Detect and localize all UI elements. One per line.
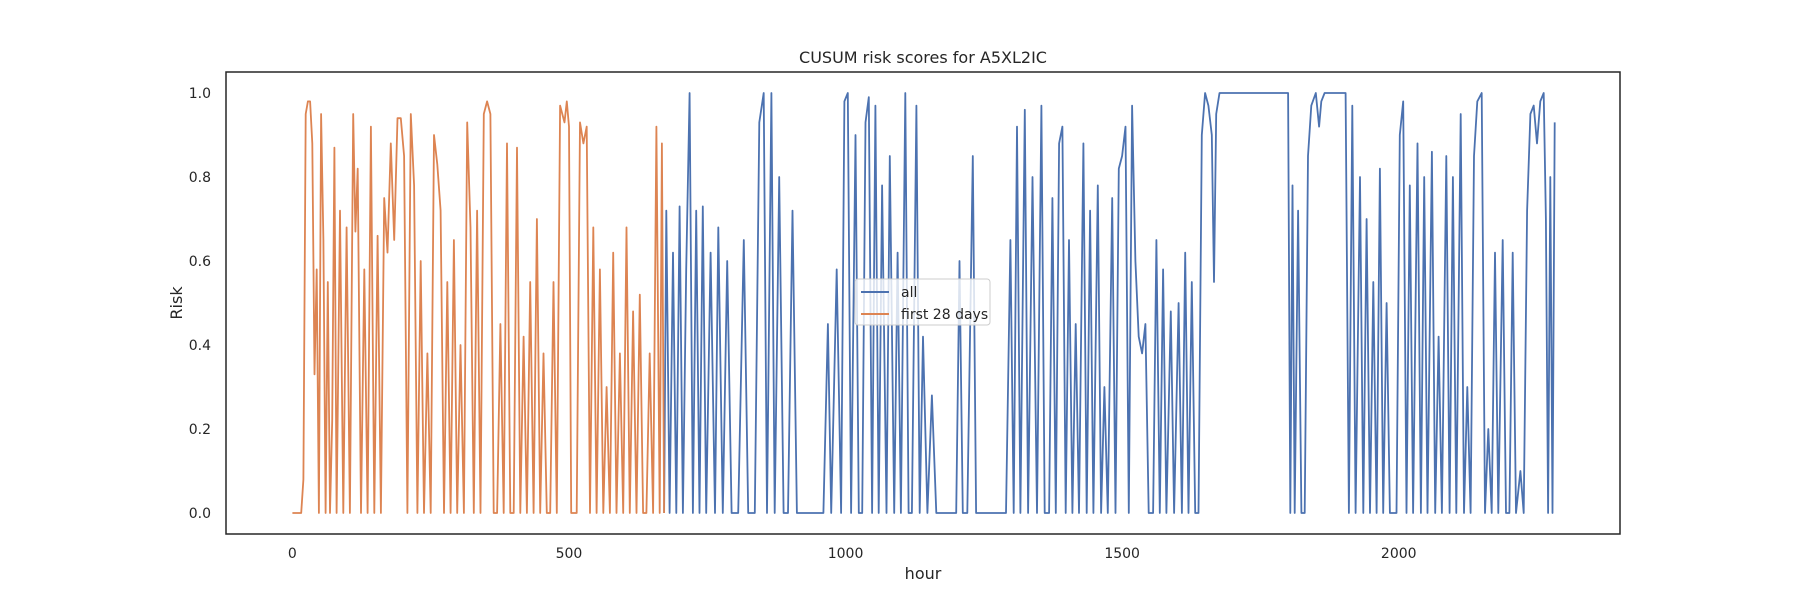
y-axis-ticks: 0.0 0.2 0.4 0.6 0.8 1.0 bbox=[189, 86, 211, 522]
chart-title: CUSUM risk scores for A5XL2IC bbox=[799, 48, 1047, 67]
series-line-all bbox=[663, 92, 1556, 514]
series-line-first-28-days bbox=[292, 100, 665, 514]
x-tick-label: 0 bbox=[288, 546, 297, 562]
legend-label-first-28-days: first 28 days bbox=[901, 307, 988, 323]
legend-label-all: all bbox=[901, 285, 917, 301]
legend: all first 28 days bbox=[854, 278, 991, 326]
plot-frame bbox=[225, 71, 1621, 535]
x-tick-label: 500 bbox=[556, 546, 583, 562]
y-tick-label: 0.6 bbox=[189, 254, 211, 270]
x-axis-ticks: 0 500 1000 1500 2000 bbox=[288, 546, 1417, 562]
x-tick-label: 2000 bbox=[1381, 546, 1417, 562]
x-tick-label: 1000 bbox=[828, 546, 864, 562]
x-axis-label: hour bbox=[905, 564, 942, 583]
x-tick-label: 1500 bbox=[1104, 546, 1140, 562]
y-tick-label: 0.0 bbox=[189, 506, 211, 522]
y-tick-label: 0.2 bbox=[189, 422, 211, 438]
plot-area bbox=[292, 92, 1556, 514]
y-tick-label: 0.8 bbox=[189, 170, 211, 186]
y-axis-label: Risk bbox=[167, 286, 186, 320]
y-tick-label: 0.4 bbox=[189, 338, 211, 354]
y-tick-label: 1.0 bbox=[189, 86, 211, 102]
